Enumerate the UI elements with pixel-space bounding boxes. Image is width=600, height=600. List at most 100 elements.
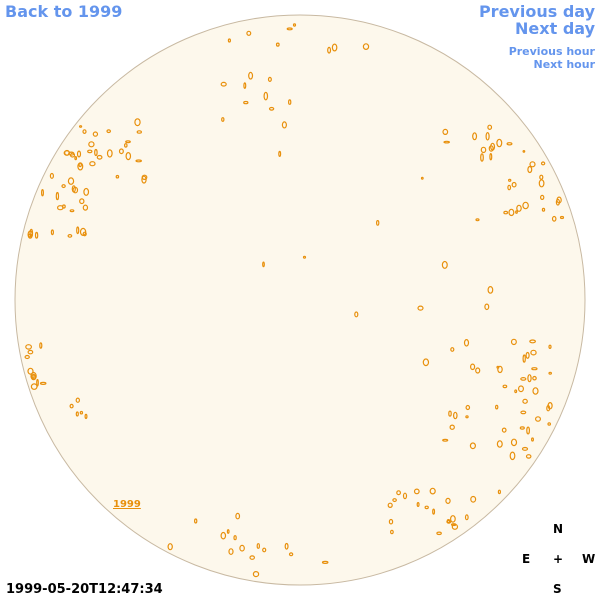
contour <box>278 150 282 157</box>
contour <box>420 176 424 180</box>
contour <box>546 405 551 412</box>
next-day-link[interactable]: Next day <box>515 19 595 38</box>
contour <box>78 125 83 128</box>
contour <box>82 129 87 135</box>
next-hour-link[interactable]: Next hour <box>533 58 596 71</box>
contour <box>262 261 265 268</box>
previous-day-link[interactable]: Previous day <box>478 2 595 21</box>
timestamp: 1999-05-20T12:47:34 <box>6 582 163 597</box>
contour <box>450 523 457 527</box>
back-link[interactable]: Back to 1999 <box>5 2 123 21</box>
contour <box>36 378 39 387</box>
contour <box>233 535 237 541</box>
contour <box>487 286 494 294</box>
contour <box>92 131 99 137</box>
contour <box>465 415 469 419</box>
contour <box>510 438 518 447</box>
year-link[interactable]: 1999 <box>113 499 141 510</box>
contour <box>125 152 132 161</box>
contour <box>286 27 293 31</box>
contour <box>246 30 252 36</box>
compass-north: N <box>553 522 564 536</box>
contour <box>496 440 503 448</box>
contour <box>40 188 44 197</box>
contour <box>136 130 142 134</box>
contour <box>551 215 557 222</box>
contour <box>79 410 84 415</box>
contour <box>72 186 79 194</box>
contour <box>534 416 541 422</box>
contour <box>84 413 88 420</box>
contour <box>29 228 34 238</box>
contour <box>449 424 455 430</box>
contour <box>284 542 289 550</box>
contour <box>79 227 87 236</box>
contour <box>506 142 513 146</box>
contour <box>302 255 307 259</box>
contour <box>67 177 75 185</box>
contour <box>515 210 518 214</box>
contour <box>106 129 112 134</box>
contour <box>50 229 55 236</box>
contour <box>331 43 338 52</box>
contour <box>503 210 509 215</box>
contour <box>530 349 537 356</box>
compass-center: + <box>553 552 564 566</box>
contour <box>39 381 47 385</box>
contour <box>55 191 60 201</box>
contour <box>263 91 269 101</box>
contour <box>135 159 143 163</box>
contour <box>470 363 476 371</box>
contour <box>416 502 420 508</box>
contour <box>30 383 38 390</box>
contour <box>288 99 292 105</box>
contour <box>508 208 515 217</box>
contour <box>292 23 297 27</box>
contour <box>452 411 458 420</box>
contour <box>541 207 546 212</box>
contour <box>501 427 507 433</box>
previous-hour-link[interactable]: Previous hour <box>508 45 595 58</box>
contour <box>27 367 34 375</box>
contour <box>521 446 529 451</box>
contour <box>522 149 526 153</box>
contour <box>529 161 536 168</box>
contour <box>25 344 33 350</box>
contour <box>422 358 430 367</box>
contour <box>134 118 141 127</box>
contour <box>470 495 477 503</box>
contour <box>519 426 525 430</box>
contour <box>262 547 267 553</box>
contour <box>527 374 532 383</box>
contour <box>443 140 451 144</box>
contour <box>249 555 256 560</box>
contour <box>239 544 245 552</box>
contour <box>514 389 518 394</box>
contour <box>402 492 408 500</box>
contour <box>62 204 66 209</box>
contour <box>275 42 280 47</box>
contour <box>448 410 452 417</box>
contour <box>124 143 128 148</box>
contour <box>248 71 254 80</box>
contour <box>77 162 84 171</box>
contour <box>24 354 30 360</box>
contour <box>475 218 480 222</box>
contour <box>436 531 442 536</box>
contour <box>555 198 561 206</box>
contour <box>531 367 538 371</box>
contour <box>88 141 95 148</box>
contour <box>243 100 249 105</box>
compass-west: W <box>582 552 596 566</box>
contour <box>267 76 272 83</box>
contour <box>450 515 456 523</box>
contour <box>520 377 527 381</box>
contour <box>227 38 231 43</box>
contour <box>484 303 490 311</box>
contour <box>525 454 532 459</box>
contour <box>96 154 103 160</box>
contour <box>485 132 490 141</box>
contour <box>417 305 424 311</box>
contour <box>75 397 81 403</box>
